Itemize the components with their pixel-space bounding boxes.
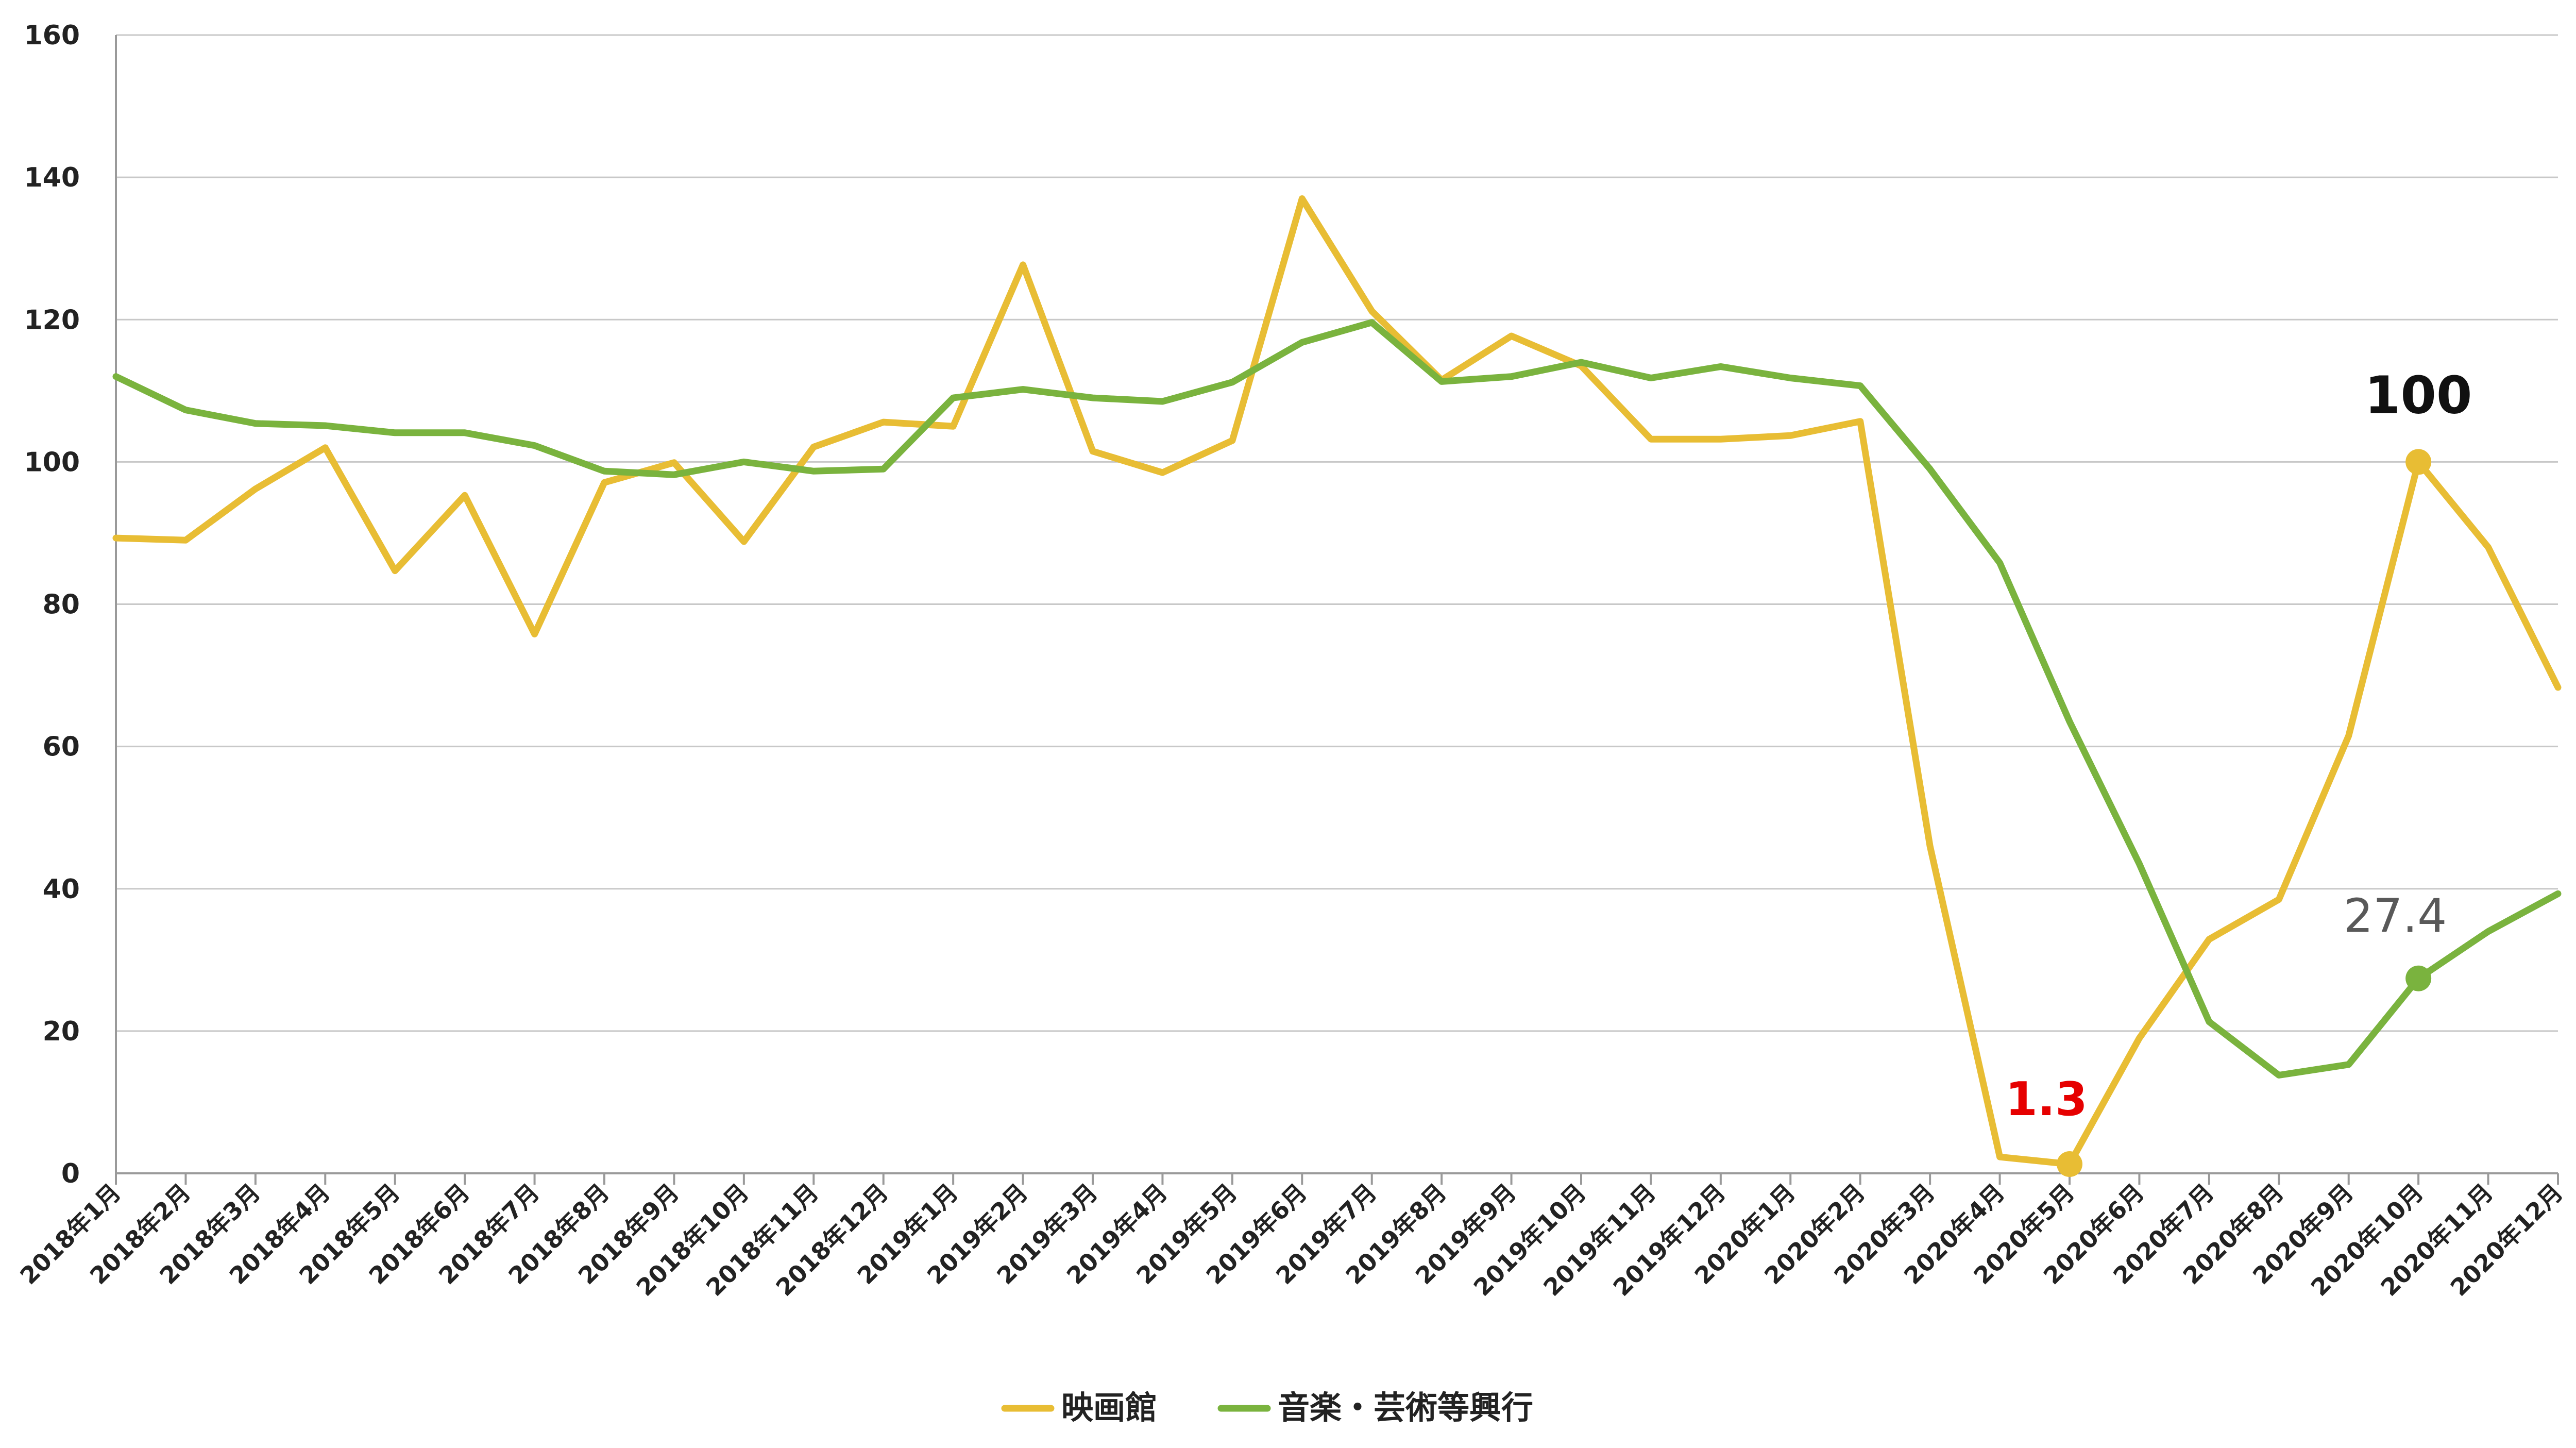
y-tick-label: 0 [61, 1158, 80, 1189]
y-tick-label: 80 [43, 590, 80, 620]
y-axis-tick-labels: 0 20 40 60 80 100 120 140 160 [24, 20, 80, 1189]
y-tick-label: 120 [24, 305, 80, 335]
legend-label: 音楽・芸術等興行 [1278, 1389, 1533, 1426]
y-tick-label: 160 [24, 20, 80, 51]
data-label: 100 [2365, 365, 2472, 425]
y-tick-label: 20 [43, 1016, 80, 1047]
legend-label: 映画館 [1061, 1389, 1157, 1426]
series-lines [112, 195, 2562, 1168]
data-label: 27.4 [2344, 889, 2447, 944]
x-axis-tick-labels: 2018年1月2018年2月2018年3月2018年4月2018年5月2018年… [14, 1178, 2568, 1302]
y-tick-label: 60 [43, 732, 80, 763]
series-line-cinema [112, 195, 2562, 1168]
data-label: 1.3 [2005, 1072, 2087, 1126]
data-labels: 1.3 100 27.4 [2005, 365, 2472, 1126]
axes [115, 35, 2559, 1185]
data-point-marker [2405, 965, 2432, 991]
legend: 映画館 音楽・芸術等興行 [1001, 1389, 1533, 1426]
highlighted-points [2057, 449, 2432, 1177]
y-tick-label: 100 [24, 447, 80, 478]
y-tick-label: 40 [43, 874, 80, 905]
series-line-music-arts [112, 319, 2562, 1079]
data-point-marker [2405, 449, 2432, 475]
data-point-marker [2057, 1151, 2082, 1177]
y-tick-label: 140 [24, 162, 80, 193]
